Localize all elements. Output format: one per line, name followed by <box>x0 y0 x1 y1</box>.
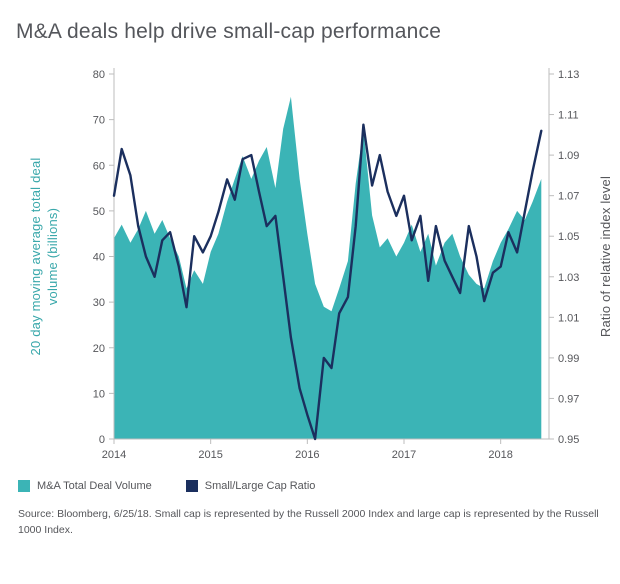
legend-label-ratio: Small/Large Cap Ratio <box>204 480 316 492</box>
right-axis-title: Ratio of relative index level <box>598 176 613 337</box>
legend-item-ratio: Small/Large Cap Ratio <box>185 480 316 492</box>
chart-title: M&A deals help drive small-cap performan… <box>16 20 442 43</box>
left-tick-label: 80 <box>93 69 105 81</box>
legend: M&A Total Deal Volume Small/Large Cap Ra… <box>18 480 606 492</box>
right-tick-label: 1.13 <box>558 69 579 81</box>
right-tick-label: 0.95 <box>558 434 579 446</box>
volume-area-series <box>114 96 542 440</box>
x-tick-label: 2015 <box>198 449 222 461</box>
chart-figure: 0 10 20 30 40 50 60 70 80 0.95 0.97 0.99 1.01 1.03 1.0… <box>14 46 613 478</box>
left-tick-label: 40 <box>93 252 105 264</box>
ratio-line-series <box>112 123 543 441</box>
legend-item-volume: M&A Total Deal Volume <box>18 480 152 492</box>
chart-canvas: 0 10 20 30 40 50 60 70 80 0.95 0.97 0.99 1.01 1.03 1.0… <box>28 68 613 461</box>
left-tick-label: 70 <box>93 115 105 127</box>
left-tick-label: 50 <box>93 206 105 218</box>
right-tick-label: 0.97 <box>558 393 579 405</box>
left-axis-title-line2: volume (billions) <box>45 208 60 305</box>
right-tick-label: 1.11 <box>558 110 579 122</box>
x-tick-label: 2014 <box>102 449 126 461</box>
left-tick-label: 30 <box>93 297 105 309</box>
ratio-swatch-icon <box>185 480 198 492</box>
left-axis-title-line1: 20 day moving average total deal <box>28 158 43 356</box>
volume-swatch-icon <box>18 480 30 492</box>
right-tick-label: 1.09 <box>558 150 579 162</box>
legend-label-volume: M&A Total Deal Volume <box>37 480 152 492</box>
right-tick-label: 1.01 <box>558 312 579 324</box>
x-tick-label: 2018 <box>488 449 512 461</box>
right-tick-label: 1.07 <box>558 191 579 203</box>
x-tick-label: 2016 <box>295 449 319 461</box>
right-tick-label: 1.05 <box>558 231 579 243</box>
left-tick-label: 10 <box>93 388 105 400</box>
right-tick-label: 0.99 <box>558 353 579 365</box>
left-tick-label: 0 <box>99 434 105 446</box>
left-tick-label: 20 <box>93 343 105 355</box>
left-tick-label: 60 <box>93 160 105 172</box>
source-note: Source: Bloomberg, 6/25/18. Small cap is… <box>18 508 599 537</box>
right-tick-label: 1.03 <box>558 272 579 284</box>
x-tick-label: 2017 <box>392 449 416 461</box>
